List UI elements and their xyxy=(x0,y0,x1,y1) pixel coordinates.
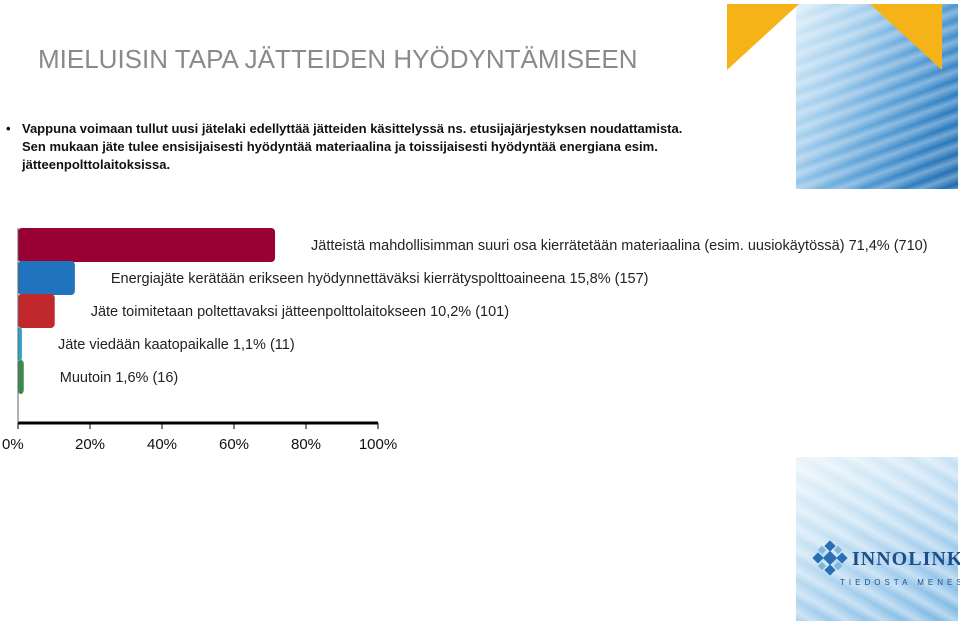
bar-label-3: Jäte toimitetaan poltettavaksi jätteenpo… xyxy=(91,304,509,320)
x-tick-label: 100% xyxy=(359,436,397,453)
bar-1 xyxy=(18,228,276,262)
x-tick-label: 20% xyxy=(75,436,105,453)
bar-5 xyxy=(18,360,24,394)
bar-label-4: Jäte viedään kaatopaikalle 1,1% (11) xyxy=(58,337,295,353)
bar-chart: Jätteistä mahdollisimman suuri osa kierr… xyxy=(2,228,928,453)
x-tick-label: 80% xyxy=(291,436,321,453)
bar-label-5: Muutoin 1,6% (16) xyxy=(60,370,178,386)
bullet-line: Vappuna voimaan tullut uusi jätelaki ede… xyxy=(22,121,683,136)
logo-tagline: TIEDOSTA MENESTYS xyxy=(840,578,960,587)
bar-label-1: Jätteistä mahdollisimman suuri osa kierr… xyxy=(311,238,928,254)
x-tick-label: 40% xyxy=(147,436,177,453)
logo-name: INNOLINK xyxy=(852,548,960,570)
bullet-line: Sen mukaan jäte tulee ensisijaisesti hyö… xyxy=(22,139,658,154)
bar-label-2: Energiajäte kerätään erikseen hyödynnett… xyxy=(111,271,649,287)
innolink-logo-icon xyxy=(812,540,848,576)
page-title: MIELUISIN TAPA JÄTTEIDEN HYÖDYNTÄMISEEN xyxy=(38,44,638,74)
bar-2 xyxy=(18,261,75,295)
decorative-orange-triangle-right xyxy=(870,4,942,70)
bullet-line: jätteenpolttolaitoksissa. xyxy=(22,157,171,172)
decorative-orange-triangle-left xyxy=(727,4,799,70)
bullet-icon: • xyxy=(6,121,11,136)
bullet-text: • Vappuna voimaan tullut uusi jätelaki e… xyxy=(6,120,726,174)
x-tick-label: 0% xyxy=(2,436,24,453)
innolink-logo: INNOLINK TIEDOSTA MENESTYS xyxy=(812,540,960,590)
bar-4 xyxy=(18,327,22,361)
x-tick-label: 60% xyxy=(219,436,249,453)
decorative-sky-image-bottom xyxy=(796,457,958,621)
bar-3 xyxy=(18,294,55,328)
